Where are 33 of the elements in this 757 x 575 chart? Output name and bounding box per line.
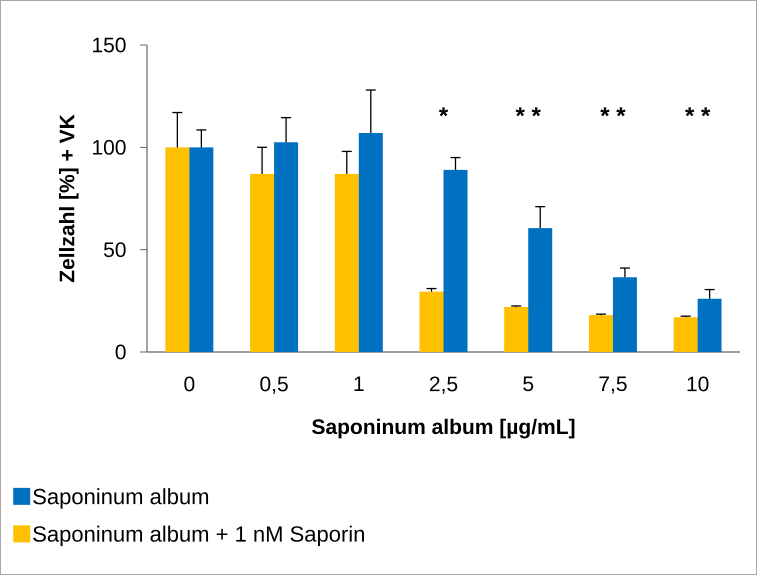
x-tick-label: 10 <box>688 376 708 392</box>
bar <box>504 306 528 352</box>
x-tick-label: 5 <box>523 376 534 392</box>
bar <box>698 298 722 352</box>
x-tick-label: 0 <box>184 376 194 392</box>
x-tick-label: 2,5 <box>430 376 458 394</box>
bar <box>189 147 214 352</box>
x-tick-label: 7,5 <box>599 376 627 394</box>
bar <box>334 174 359 352</box>
y-tick-label: 50 <box>104 242 126 258</box>
x-tick-label: 1 <box>354 376 364 391</box>
legend-label: Saponinum album <box>33 488 208 509</box>
annotation: * * <box>516 107 541 116</box>
bar <box>358 133 383 352</box>
legend-label: Saponinum album + 1 nM Saporin <box>33 526 364 546</box>
bar <box>165 147 190 352</box>
annotation: * * <box>685 107 710 116</box>
y-tick-label: 0 <box>116 344 126 360</box>
bar <box>420 292 444 352</box>
bar <box>674 317 698 352</box>
y-axis-title: Zellzahl [%] + VK <box>59 114 79 282</box>
x-tick-label: 0,5 <box>260 376 288 394</box>
bar <box>612 277 637 352</box>
y-tick-label: 100 <box>93 140 126 155</box>
annotation: * * <box>600 107 626 116</box>
bar <box>250 174 274 352</box>
bar <box>528 228 552 352</box>
annotation: * <box>438 107 448 116</box>
bar <box>444 170 468 352</box>
y-tick-label: 150 <box>93 38 126 52</box>
bar <box>588 315 613 352</box>
bar <box>274 142 298 352</box>
x-axis-title: Saponinum album [µg/mL] <box>312 418 574 438</box>
